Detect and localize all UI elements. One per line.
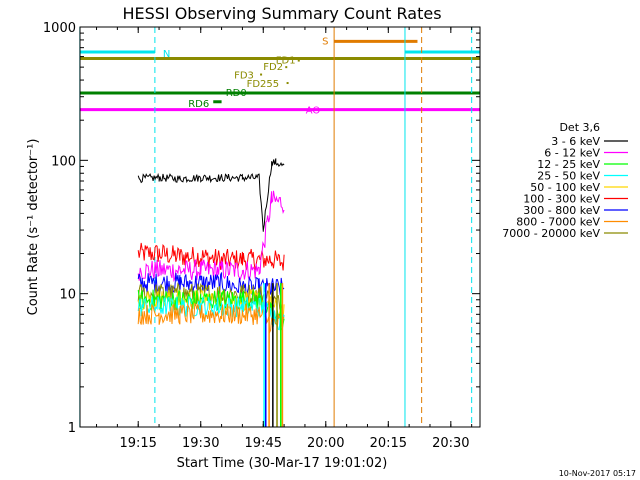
chart-title: HESSI Observing Summary Count Rates — [122, 4, 441, 23]
flag-label-s: S — [322, 36, 328, 47]
series-line-25-50-kev — [137, 295, 285, 331]
flag-label-n: N — [163, 49, 170, 60]
series-line-50-100-kev — [137, 288, 285, 323]
flag-label-ao: AO — [306, 106, 321, 117]
legend-label-7000-20000-kev: 7000 - 20000 keV — [502, 227, 600, 240]
legend-label-50-100-kev: 50 - 100 keV — [530, 181, 600, 194]
series-line-100-300-kev — [137, 242, 285, 271]
series-line-6-12-kev — [137, 190, 285, 283]
flag-tick-fd1 — [297, 59, 300, 62]
y-axis: 1 10 100 1000 — [43, 21, 480, 436]
y-tick-label: 100 — [51, 154, 76, 169]
x-axis: 19:15 19:30 19:45 20:00 20:15 20:30 — [96, 27, 473, 451]
x-tick-label: 20:15 — [370, 436, 407, 451]
legend-label-25-50-kev: 25 - 50 keV — [537, 170, 600, 183]
x-tick-label: 20:30 — [432, 436, 469, 451]
flag-label-fd255: FD255 — [247, 79, 280, 90]
date-stamp: 10-Nov-2017 05:17 — [559, 469, 636, 478]
y-tick-label: 1 — [68, 421, 76, 436]
flag-label-fd3: FD3 — [234, 71, 254, 82]
legend-title: Det 3,6 — [559, 121, 600, 134]
y-axis-title: Count Rate (s⁻¹ detector⁻¹) — [26, 139, 41, 316]
flag-label-rd6: RD6 — [188, 99, 209, 110]
flag-tick-fd2 — [285, 66, 288, 69]
legend-label-300-800-kev: 300 - 800 keV — [523, 204, 600, 217]
x-tick-label: 20:00 — [307, 436, 344, 451]
flag-tick-fd3 — [260, 73, 263, 76]
x-tick-label: 19:45 — [245, 436, 282, 451]
flag-label-rd0: RD0 — [226, 88, 247, 99]
legend-label-3-6-kev: 3 - 6 keV — [551, 135, 600, 148]
x-tick-label: 19:15 — [119, 436, 156, 451]
x-tick-label: 19:30 — [182, 436, 219, 451]
y-tick-label: 1000 — [43, 21, 76, 36]
plot-frame — [79, 26, 481, 428]
series-line-3-6-kev — [137, 158, 285, 232]
legend-label-6-12-kev: 6 - 12 keV — [544, 147, 600, 160]
series-line-300-800-kev — [137, 272, 285, 299]
flag-label-fd1: FD1 — [276, 56, 296, 67]
series-line-12-25-kev — [137, 289, 285, 332]
legend-label-100-300-kev: 100 - 300 keV — [523, 193, 600, 206]
y-tick-label: 10 — [59, 288, 76, 303]
legend-label-800-7000-kev: 800 - 7000 keV — [516, 216, 600, 229]
flag-label-fd2: FD2 — [263, 62, 283, 73]
series-line-800-7000-kev — [137, 302, 285, 335]
flag-tick-fd255 — [286, 82, 289, 85]
legend-label-12-25-kev: 12 - 25 keV — [537, 158, 600, 171]
x-axis-title: Start Time (30-Mar-17 19:01:02) — [177, 456, 388, 471]
series-layer — [137, 158, 285, 427]
